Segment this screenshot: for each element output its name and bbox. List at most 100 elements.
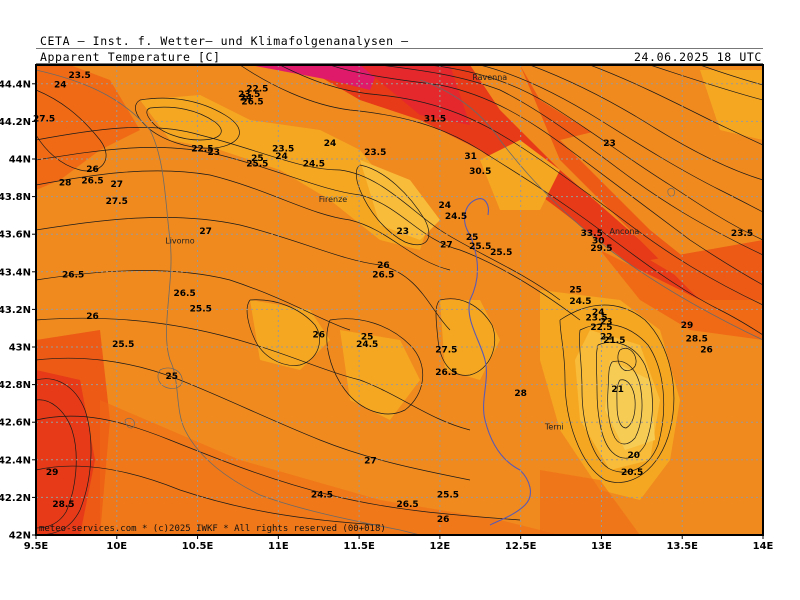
contour-label: 26 — [700, 346, 713, 356]
contour-label: 28.5 — [52, 500, 74, 510]
contour-label: 28.5 — [686, 334, 708, 344]
contour-label: 28 — [514, 389, 527, 399]
city-label: Ravenna — [472, 73, 507, 82]
lat-tick-label: 44N — [9, 155, 31, 166]
contour-label: 26.5 — [435, 368, 457, 378]
lat-lon-grid — [36, 65, 763, 535]
valid-datetime: 24.06.2025 18 UTC — [634, 50, 762, 64]
city-label: Ancona — [610, 227, 640, 236]
city-label: Terni — [544, 423, 564, 432]
lat-tick-label: 43.6N — [0, 230, 31, 241]
isotherm-contours — [36, 65, 763, 535]
contour-label: 25.5 — [246, 160, 268, 170]
contour-label: 24 — [54, 81, 67, 91]
contour-label: 25.5 — [190, 304, 212, 314]
contour-label: 24.5 — [445, 212, 467, 222]
contour-label: 24.5 — [356, 340, 378, 350]
lat-tick-label: 43.2N — [0, 305, 31, 316]
lon-tick-label: 10.5E — [182, 541, 214, 552]
lon-tick-label: 9.5E — [24, 541, 49, 552]
contour-label: 33.5 — [581, 229, 603, 239]
contour-label: 25.5 — [490, 248, 512, 258]
coastline-borders — [36, 69, 763, 535]
contour-label: 25 — [251, 154, 264, 164]
contour-label: 23.5 — [272, 144, 294, 154]
lat-tick-label: 42.8N — [0, 380, 31, 391]
contour-label: 25 — [165, 372, 178, 382]
contour-label: 26 — [86, 165, 99, 175]
contour-label: 28 — [59, 178, 72, 188]
lat-tick-label: 44.2N — [0, 117, 31, 128]
contour-label: 29.5 — [590, 244, 612, 254]
contour-label: 27 — [440, 240, 453, 250]
contour-label: 26.5 — [174, 289, 196, 299]
contour-label: 26 — [437, 515, 450, 525]
contour-label: 27 — [364, 457, 377, 467]
contour-label: 25 — [569, 285, 582, 295]
contour-label: 26.5 — [372, 270, 394, 280]
contour-label: 31 — [464, 152, 477, 162]
contour-label: 24 — [324, 139, 337, 149]
city-label: Livorno — [165, 237, 195, 246]
contour-label: 31.5 — [424, 114, 446, 124]
contour-label: 27 — [111, 180, 124, 190]
city-labels: Ravenna Firenze Livorno Ancona Terni — [165, 73, 639, 432]
contour-label: 26.5 — [62, 270, 84, 280]
contour-label: 26 — [377, 261, 390, 271]
copyright-notice: meteo-services.com * (c)2025 IWKF * All … — [39, 524, 386, 534]
contour-label: 23.5 — [238, 90, 260, 100]
header-divider-bottom — [36, 63, 763, 64]
contour-label: 21.5 — [603, 336, 625, 346]
contour-label: 23 — [396, 227, 409, 237]
contour-label: 25.5 — [469, 242, 491, 252]
contour-label: 27.5 — [33, 114, 55, 124]
lat-tick-label: 42N — [9, 531, 31, 542]
contour-label: 25 — [361, 332, 374, 342]
contour-label: 23.5 — [364, 148, 386, 158]
contour-label: 25.5 — [437, 490, 459, 500]
contour-label: 20 — [627, 451, 640, 461]
variable-title: Apparent Temperature [C] — [40, 50, 221, 64]
contour-label: 26.5 — [241, 97, 263, 107]
contour-label: 23 — [600, 317, 613, 327]
contour-label: 23 — [207, 148, 220, 158]
lon-tick-label: 12E — [430, 541, 451, 552]
contour-label: 27.5 — [106, 197, 128, 207]
contour-label: 26.5 — [81, 176, 103, 186]
lon-tick-label: 12.5E — [505, 541, 537, 552]
contour-label: 22 — [600, 332, 613, 342]
contour-label: 23.5 — [69, 71, 91, 81]
lon-tick-label: 14E — [753, 541, 774, 552]
contour-label: 20.5 — [621, 468, 643, 478]
latitude-axis: 44.4N 44.2N 44N 43.8N 43.6N 43.4N 43.2N 43N 42.8… — [0, 79, 36, 542]
contour-label: 22.5 — [191, 144, 213, 154]
contour-label: 22.5 — [246, 84, 268, 94]
lon-tick-label: 11E — [268, 541, 289, 552]
contour-label: 24.5 — [569, 297, 591, 307]
contour-label: 30 — [592, 237, 605, 247]
contour-label: 24.5 — [303, 160, 325, 170]
lat-tick-label: 43N — [9, 343, 31, 354]
contour-label: 25 — [466, 233, 479, 243]
lat-tick-label: 43.8N — [0, 192, 31, 203]
contour-label: 23.5 — [731, 229, 753, 239]
contour-label: 21 — [611, 385, 624, 395]
contour-label: 24 — [275, 152, 288, 162]
longitude-axis: 9.5E 10E 10.5E 11E 11.5E 12E 12.5E 13E 13.5E 14E — [24, 535, 774, 552]
lat-tick-label: 42.4N — [0, 455, 31, 466]
contour-label: 24 — [592, 308, 605, 318]
lat-tick-label: 44.4N — [0, 79, 31, 90]
header-divider-top — [36, 48, 763, 49]
contour-label: 22.5 — [590, 323, 612, 333]
header-institute-line: CETA — Inst. f. Wetter— und Klimafolgena… — [40, 34, 409, 48]
contour-label: 30.5 — [469, 167, 491, 177]
contour-label: 26 — [86, 312, 99, 322]
contour-label: 23 — [603, 139, 616, 149]
lon-tick-label: 13.5E — [666, 541, 698, 552]
lat-tick-label: 42.6N — [0, 418, 31, 429]
city-label: Firenze — [319, 195, 348, 204]
lat-tick-label: 42.2N — [0, 493, 31, 504]
contour-label: 23.5 — [585, 314, 607, 324]
